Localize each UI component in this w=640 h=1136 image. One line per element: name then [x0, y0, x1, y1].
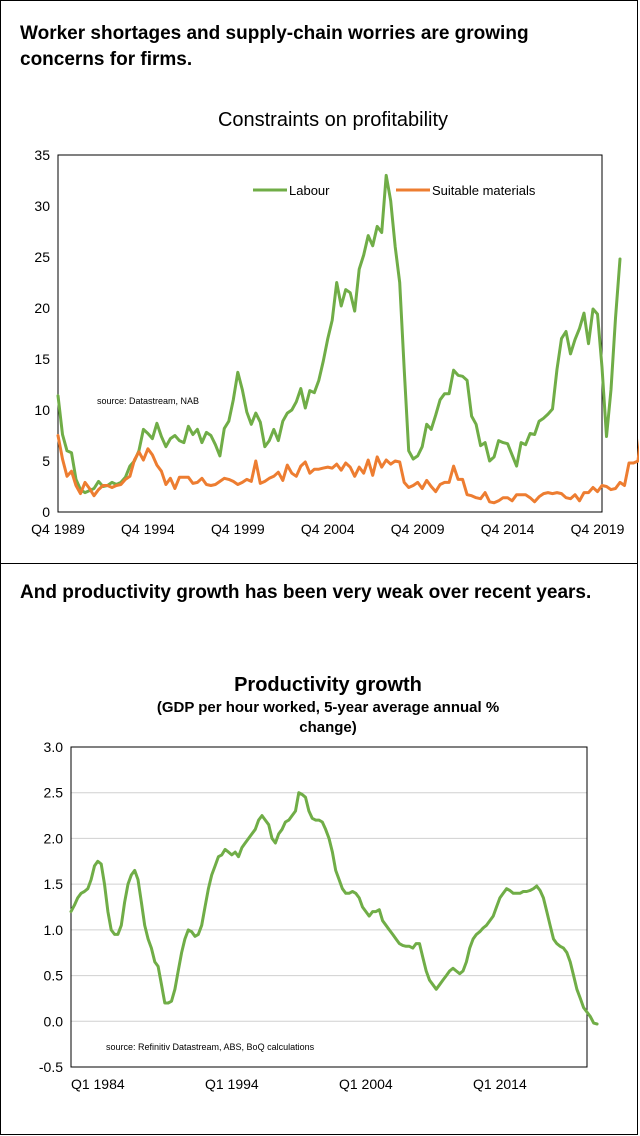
- y-tick-label: 10: [34, 402, 50, 418]
- y-tick-label: 2.5: [44, 785, 64, 801]
- x-tick-label: Q4 1989: [31, 521, 85, 537]
- x-tick-label: Q4 2019: [571, 521, 625, 537]
- y-tick-label: 25: [34, 249, 50, 265]
- x-tick-label: Q1 2004: [339, 1076, 393, 1092]
- y-tick-label: 35: [34, 147, 50, 163]
- x-tick-label: Q1 1994: [205, 1076, 259, 1092]
- legend-label: Suitable materials: [432, 183, 536, 198]
- chart-subtitle-line-2: change): [299, 719, 357, 736]
- x-tick-label: Q4 1999: [211, 521, 265, 537]
- series-line-suitable-materials: [56, 434, 639, 505]
- x-tick-label: Q4 2014: [481, 521, 535, 537]
- constraints-chart: Constraints on profitability 0 5 10 15 20 25 3…: [31, 109, 639, 537]
- y-tick-label: 2.0: [44, 830, 64, 846]
- series-line-labour: [56, 173, 622, 495]
- y-tick-label: 0.5: [44, 968, 64, 984]
- x-tick-label: Q4 2009: [391, 521, 445, 537]
- x-tick-label: Q1 1984: [71, 1076, 125, 1092]
- x-tick-label: Q4 1994: [121, 521, 175, 537]
- chart-title: Constraints on profitability: [218, 109, 448, 131]
- y-tick-label: 20: [34, 300, 50, 316]
- y-tick-label: -0.5: [39, 1059, 63, 1075]
- panel-headline: Worker shortages and supply-chain worrie…: [20, 23, 529, 70]
- y-tick-label: 30: [34, 198, 50, 214]
- y-tick-label: 15: [34, 351, 50, 367]
- y-tick-label: 1.0: [44, 922, 64, 938]
- chart-source-note: source: Datastream, NAB: [97, 396, 199, 406]
- y-tick-label: 0.0: [44, 1013, 64, 1029]
- chart-title: Productivity growth: [234, 674, 422, 696]
- chart-subtitle-line-1: (GDP per hour worked, 5-year average ann…: [157, 699, 499, 716]
- x-tick-label: Q4 2004: [301, 521, 355, 537]
- chart-legend: Labour Suitable materials: [253, 183, 536, 198]
- panel-headline: And productivity growth has been very we…: [20, 582, 592, 603]
- y-tick-label: 5: [42, 453, 50, 469]
- y-tick-label: 0: [42, 504, 50, 520]
- plot-area: [57, 154, 603, 513]
- y-tick-label: 1.5: [44, 876, 64, 892]
- y-tick-label: 3.0: [44, 739, 64, 755]
- plot-area: [70, 746, 588, 1068]
- chart-panel-constraints: Worker shortages and supply-chain worrie…: [0, 0, 639, 564]
- series-line-productivity: [69, 791, 599, 1026]
- legend-label: Labour: [289, 183, 330, 198]
- chart-panel-productivity: And productivity growth has been very we…: [0, 563, 638, 1135]
- chart-source-note: source: Refinitiv Datastream, ABS, BoQ c…: [106, 1042, 315, 1052]
- productivity-chart: Productivity growth (GDP per hour worked…: [39, 674, 599, 1092]
- x-tick-label: Q1 2014: [473, 1076, 527, 1092]
